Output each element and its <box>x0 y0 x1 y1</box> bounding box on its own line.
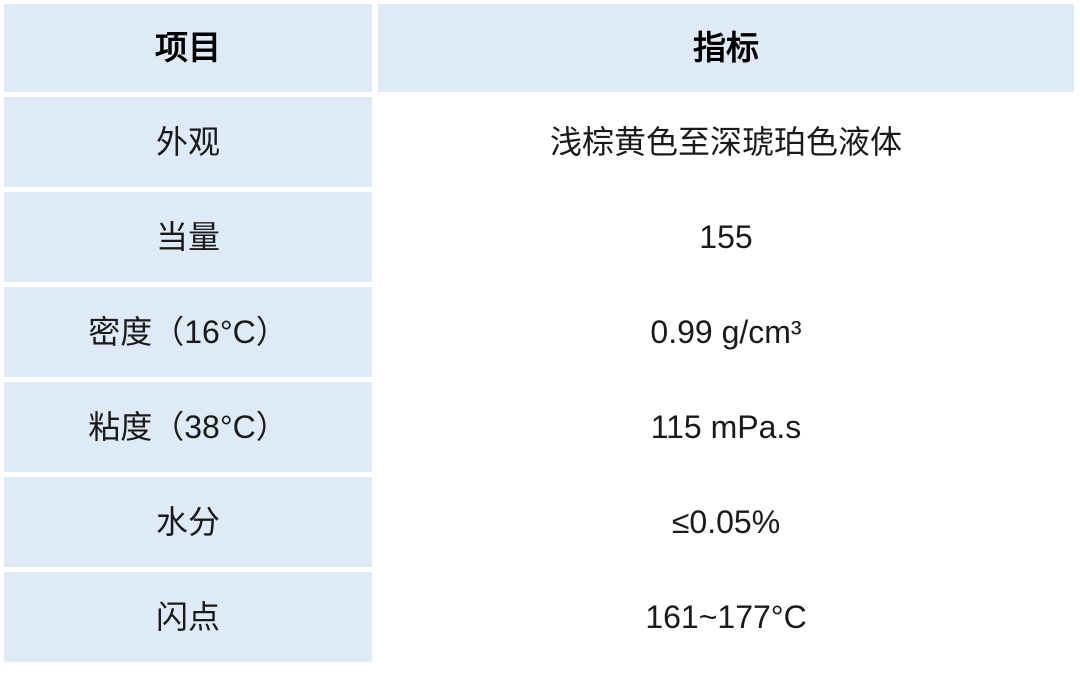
row-viscosity-label: 粘度（38°C） <box>4 382 372 472</box>
row-appearance-label: 外观 <box>4 97 372 187</box>
row-density-value: 0.99 g/cm³ <box>378 287 1074 377</box>
row-moisture-value: ≤0.05% <box>378 477 1074 567</box>
column-header-value: 指标 <box>378 4 1074 92</box>
row-flashpoint-label: 闪点 <box>4 572 372 662</box>
row-density-label: 密度（16°C） <box>4 287 372 377</box>
row-equivalent-value: 155 <box>378 192 1074 282</box>
row-flashpoint-value: 161~177°C <box>378 572 1074 662</box>
row-moisture-label: 水分 <box>4 477 372 567</box>
row-equivalent-label: 当量 <box>4 192 372 282</box>
spec-table: 项目 指标 外观 浅棕黄色至深琥珀色液体 当量 155 密度（16°C） 0.9… <box>4 4 1074 662</box>
column-header-item: 项目 <box>4 4 372 92</box>
row-appearance-value: 浅棕黄色至深琥珀色液体 <box>378 97 1074 187</box>
row-viscosity-value: 115 mPa.s <box>378 382 1074 472</box>
